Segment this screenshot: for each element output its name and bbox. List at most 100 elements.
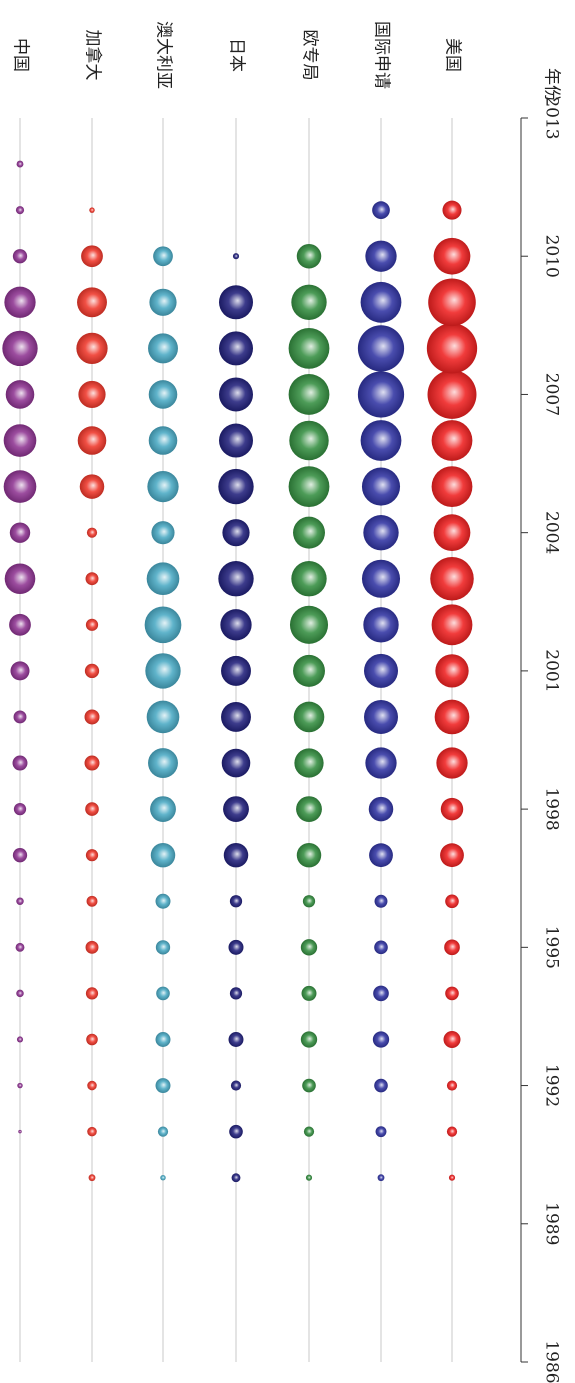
bubble-point: [18, 1129, 22, 1134]
bubble-point: [148, 426, 178, 455]
bubble-point: [16, 989, 24, 998]
bubble-point: [228, 939, 244, 955]
bubble-point: [222, 519, 250, 547]
bubble-point: [375, 1126, 387, 1138]
year-tick-label: 1986: [542, 1340, 562, 1383]
bubble-point: [305, 1174, 313, 1181]
bubble-point: [428, 278, 476, 327]
bubble-point: [444, 939, 460, 956]
bubble-point: [440, 843, 464, 868]
bubble-point: [296, 796, 322, 823]
bubble-point: [300, 1031, 318, 1048]
bubble-point: [231, 1173, 241, 1183]
bubble-point: [155, 893, 171, 909]
bubble-point: [146, 562, 180, 596]
bubble-point: [221, 748, 251, 778]
bubble-point: [155, 940, 171, 955]
bubble-point: [160, 1174, 166, 1181]
bubble-point: [365, 240, 397, 272]
bubble-point: [443, 1030, 461, 1048]
series-layer: 中国 加拿大 澳大利亚 日本 欧专局 国际申请 美国: [2, 21, 478, 1362]
bubble-point: [4, 563, 36, 595]
bubble-point: [10, 661, 30, 681]
bubble-point: [151, 521, 175, 545]
bubble-point: [15, 942, 25, 952]
bubble-point: [155, 1032, 171, 1047]
bubble-point: [363, 607, 399, 643]
bubble-point: [229, 895, 243, 908]
bubble-point: [288, 327, 330, 369]
series-label: 日本: [227, 38, 247, 72]
bubble-point: [17, 1082, 23, 1089]
bubble-point: [220, 609, 252, 641]
bubble-point: [291, 284, 327, 320]
bubble-point: [12, 848, 28, 863]
bubble-point: [146, 700, 180, 734]
series-3: 澳大利亚: [144, 21, 182, 1362]
series-4: 日本: [218, 38, 254, 1362]
bubble-point: [144, 606, 182, 644]
series-label: 美国: [443, 38, 463, 72]
bubble-point: [431, 466, 473, 507]
bubble-point: [85, 987, 99, 1000]
bubble-point: [148, 380, 178, 409]
bubble-point: [360, 420, 402, 461]
bubble-point: [86, 1033, 98, 1046]
bubble-point: [230, 1080, 242, 1091]
bubble-point: [293, 654, 325, 687]
bubble-point: [77, 287, 107, 318]
bubble-point: [76, 332, 108, 365]
bubble-point: [433, 514, 471, 552]
bubble-point: [219, 377, 253, 412]
bubble-point: [228, 1032, 244, 1047]
bubble-point: [440, 797, 464, 821]
bubble-point: [361, 467, 401, 506]
bubble-point: [291, 561, 327, 597]
bubble-point: [431, 420, 473, 461]
bubble-point: [294, 748, 324, 778]
bubble-point: [12, 755, 28, 771]
year-tick-label: 1998: [542, 787, 562, 830]
bubble-point: [289, 605, 329, 644]
bubble-point: [78, 380, 106, 409]
bubble-point: [84, 755, 100, 771]
bubble-point: [157, 1126, 169, 1137]
bubble-point: [84, 663, 100, 679]
bubble-point: [218, 561, 254, 597]
bubble-point: [223, 796, 249, 823]
bubble-point: [16, 1036, 24, 1043]
year-tick-label: 2004: [542, 511, 562, 554]
bubble-point: [9, 522, 31, 543]
bubble-point: [15, 206, 25, 215]
year-axis-title: 年份: [542, 68, 562, 102]
bubble-point: [289, 420, 329, 461]
bubble-point: [2, 330, 38, 367]
year-tick-label: 1989: [542, 1202, 562, 1245]
bubble-point: [301, 985, 317, 1001]
year-tick-label: 2010: [542, 235, 562, 278]
bubble-point: [446, 1126, 458, 1137]
bubble-point: [229, 1124, 243, 1139]
bubble-point: [374, 1078, 388, 1093]
bubble-point: [147, 470, 179, 503]
bubble-point: [374, 940, 388, 955]
bubble-point: [442, 200, 462, 220]
series-label: 国际申请: [372, 21, 392, 89]
series-5: 欧专局: [288, 30, 330, 1362]
bubble-point: [364, 653, 398, 688]
bubble-point: [218, 468, 254, 505]
bubble-point: [360, 281, 402, 323]
bubble-point: [148, 748, 178, 778]
bubble-point: [85, 618, 99, 631]
bubble-point: [85, 849, 99, 862]
bubble-point: [436, 747, 468, 779]
bubble-point: [426, 323, 478, 374]
bubble-point: [435, 654, 469, 688]
bubble-point: [377, 1174, 385, 1182]
bubble-point: [3, 424, 37, 457]
bubble-point: [85, 572, 99, 586]
bubble-point: [303, 1126, 315, 1137]
bubble-point: [219, 423, 253, 458]
bubble-point: [87, 1126, 97, 1137]
series-label: 加拿大: [83, 30, 104, 81]
